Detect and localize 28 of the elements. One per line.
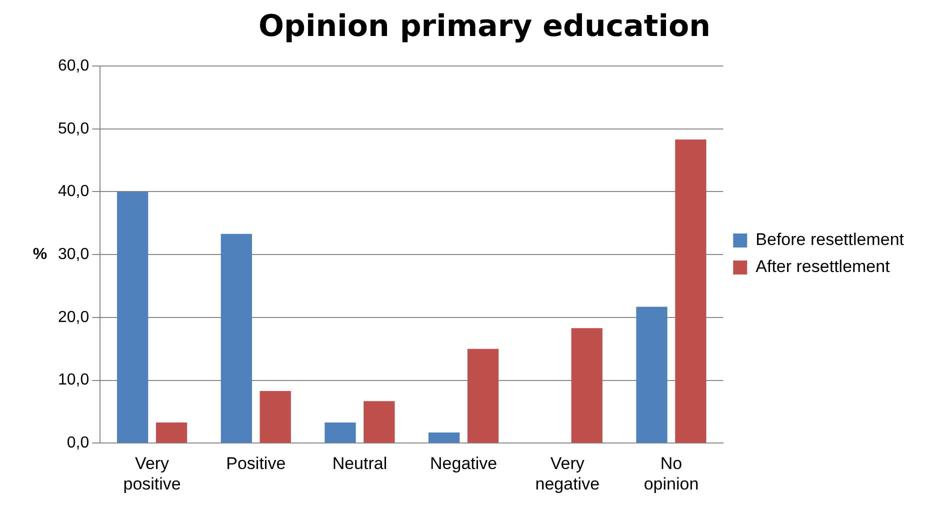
bar	[467, 348, 499, 443]
bar	[260, 391, 291, 443]
y-tick-label: 40,0	[58, 183, 90, 200]
bar	[364, 401, 395, 443]
bar	[156, 422, 188, 443]
chart-title: Opinion primary education	[258, 8, 710, 44]
y-axis-title: %	[32, 246, 48, 264]
bar	[324, 422, 356, 443]
bar	[675, 140, 706, 443]
x-tick-label: No opinion	[644, 454, 699, 494]
y-tick-label: 30,0	[58, 246, 90, 264]
bar	[117, 192, 148, 443]
legend-label: Before resettlement	[756, 230, 904, 250]
y-tick-label: 20,0	[58, 308, 90, 326]
y-tick-label: 60,0	[58, 57, 90, 74]
x-tick-label: Positive	[226, 454, 286, 474]
bar	[571, 328, 602, 443]
bar	[428, 432, 460, 443]
y-tick-label: 10,0	[58, 372, 90, 389]
x-tick-label: Neutral	[332, 454, 388, 474]
legend-label: After resettlement	[756, 257, 890, 276]
x-tick-label: Very positive	[123, 454, 181, 494]
x-tick-label: Negative	[430, 454, 498, 474]
x-tick-label: Very negative	[535, 454, 600, 494]
y-tick-label: 50,0	[58, 120, 90, 138]
bar	[636, 306, 668, 443]
y-tick-label: 0,0	[66, 434, 90, 452]
bar	[220, 234, 252, 443]
